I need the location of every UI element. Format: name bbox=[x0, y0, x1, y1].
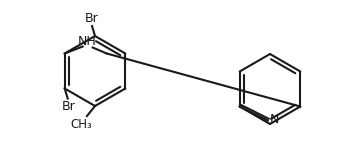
Text: Br: Br bbox=[62, 100, 76, 113]
Text: N: N bbox=[270, 113, 279, 126]
Text: Br: Br bbox=[85, 11, 99, 24]
Text: CH₃: CH₃ bbox=[70, 117, 92, 130]
Text: NH: NH bbox=[77, 35, 96, 48]
